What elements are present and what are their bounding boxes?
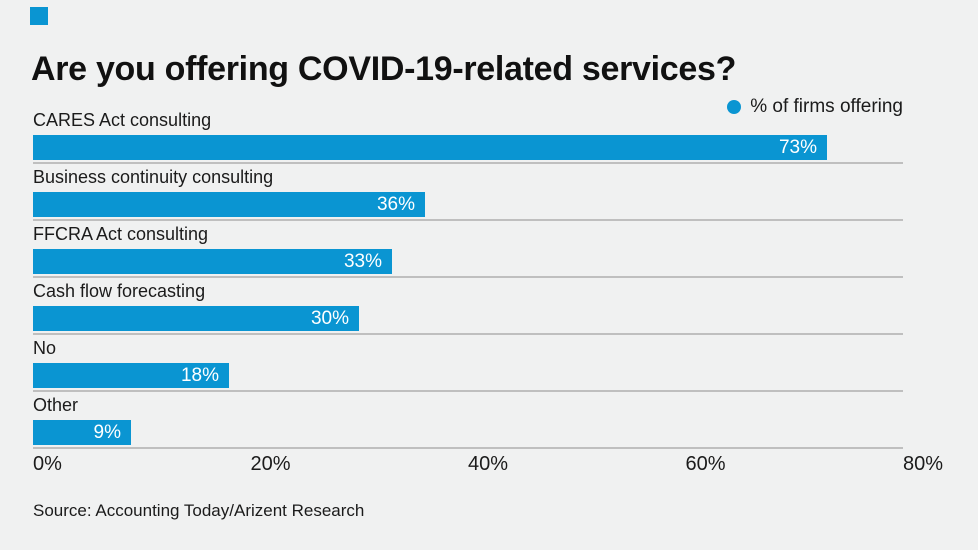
bar: 36%	[33, 192, 425, 217]
bar-value-label: 33%	[343, 251, 382, 272]
row-separator-line	[33, 162, 903, 164]
bar-value-label: 73%	[778, 137, 817, 158]
category-label: Cash flow forecasting	[33, 281, 206, 301]
row-separator-line	[33, 390, 903, 392]
bar: 33%	[33, 249, 392, 274]
bar: 30%	[33, 306, 359, 331]
row-separator-line	[33, 276, 903, 278]
legend-label: % of firms offering	[750, 96, 903, 117]
x-axis-tick-label: 40%	[468, 453, 509, 475]
bar: 9%	[33, 420, 131, 445]
category-label: FFCRA Act consulting	[33, 224, 209, 244]
bar-value-label: 36%	[376, 194, 415, 215]
x-axis-tick-label: 60%	[685, 453, 726, 475]
x-axis-tick-label: 0%	[33, 453, 62, 475]
row-separator-line	[33, 333, 903, 335]
category-label: No	[33, 338, 57, 358]
brand-square-icon	[30, 7, 48, 25]
legend: % of firms offering	[727, 96, 903, 118]
x-axis-tick-label: 20%	[250, 453, 291, 475]
category-label: Other	[33, 395, 79, 415]
source-note: Source: Accounting Today/Arizent Researc…	[33, 501, 365, 520]
bar-value-label: 30%	[310, 308, 349, 329]
bar-value-label: 9%	[93, 422, 121, 443]
bar: 18%	[33, 363, 229, 388]
bar-value-label: 18%	[180, 365, 219, 386]
bar: 73%	[33, 135, 827, 160]
category-label: CARES Act consulting	[33, 110, 212, 130]
row-separator-line	[33, 219, 903, 221]
chart-title: Are you offering COVID-19-related servic…	[31, 49, 737, 88]
row-separator-line	[33, 447, 903, 449]
x-axis-tick-label: 80%	[903, 453, 944, 475]
legend-marker-icon	[727, 100, 742, 114]
category-label: Business continuity consulting	[33, 167, 274, 187]
